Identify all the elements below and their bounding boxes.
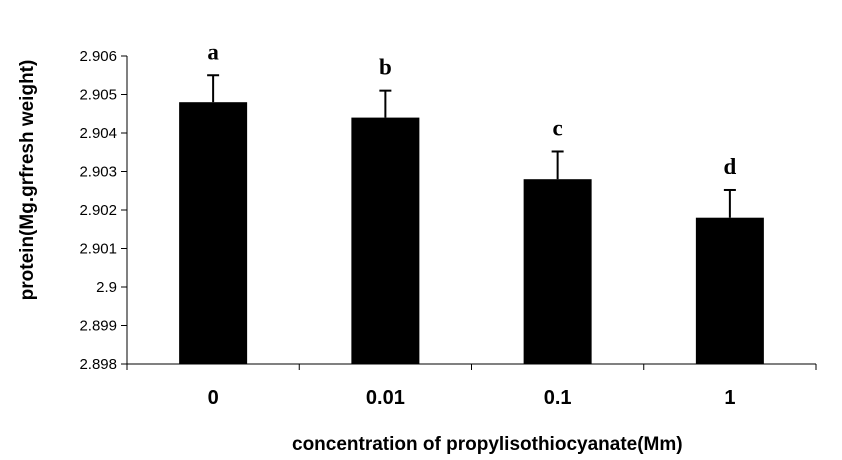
significance-label: a xyxy=(207,39,219,64)
x-axis: 0 0.01 0.1 1 xyxy=(126,363,817,409)
y-tick-label: 2.906 xyxy=(79,48,117,65)
x-tick-label: 0 xyxy=(208,387,219,409)
x-tick-label: 0.1 xyxy=(544,387,572,409)
y-tick-label: 2.904 xyxy=(79,125,117,142)
y-tick-label: 2.9 xyxy=(96,279,117,296)
x-axis-title: concentration of propylisothiocyanate(Mm… xyxy=(292,434,683,455)
bar-0 xyxy=(179,102,248,364)
significance-label: b xyxy=(379,55,392,80)
y-tick-label: 2.901 xyxy=(79,241,117,258)
significance-labels: a b c d xyxy=(207,39,736,179)
bar-0.01 xyxy=(351,117,420,364)
bar-0.1 xyxy=(523,179,592,364)
x-tick-label: 1 xyxy=(724,387,735,409)
y-tick-label: 2.905 xyxy=(79,87,117,104)
significance-label: c xyxy=(553,115,563,140)
x-tick-label: 0.01 xyxy=(366,387,405,409)
y-tick-label: 2.898 xyxy=(79,356,117,373)
y-tick-label: 2.899 xyxy=(79,318,117,335)
significance-label: d xyxy=(723,154,736,179)
bar-1 xyxy=(695,217,764,364)
y-axis: 2.898 2.899 2.9 2.901 2.902 2.903 2.904 2.905 2.… xyxy=(79,48,128,373)
bars xyxy=(179,102,764,364)
y-axis-title: protein(Mg.grfresh weight) xyxy=(17,60,38,301)
error-bars xyxy=(207,74,736,218)
y-tick-label: 2.902 xyxy=(79,202,117,219)
y-tick-label: 2.903 xyxy=(79,164,117,181)
